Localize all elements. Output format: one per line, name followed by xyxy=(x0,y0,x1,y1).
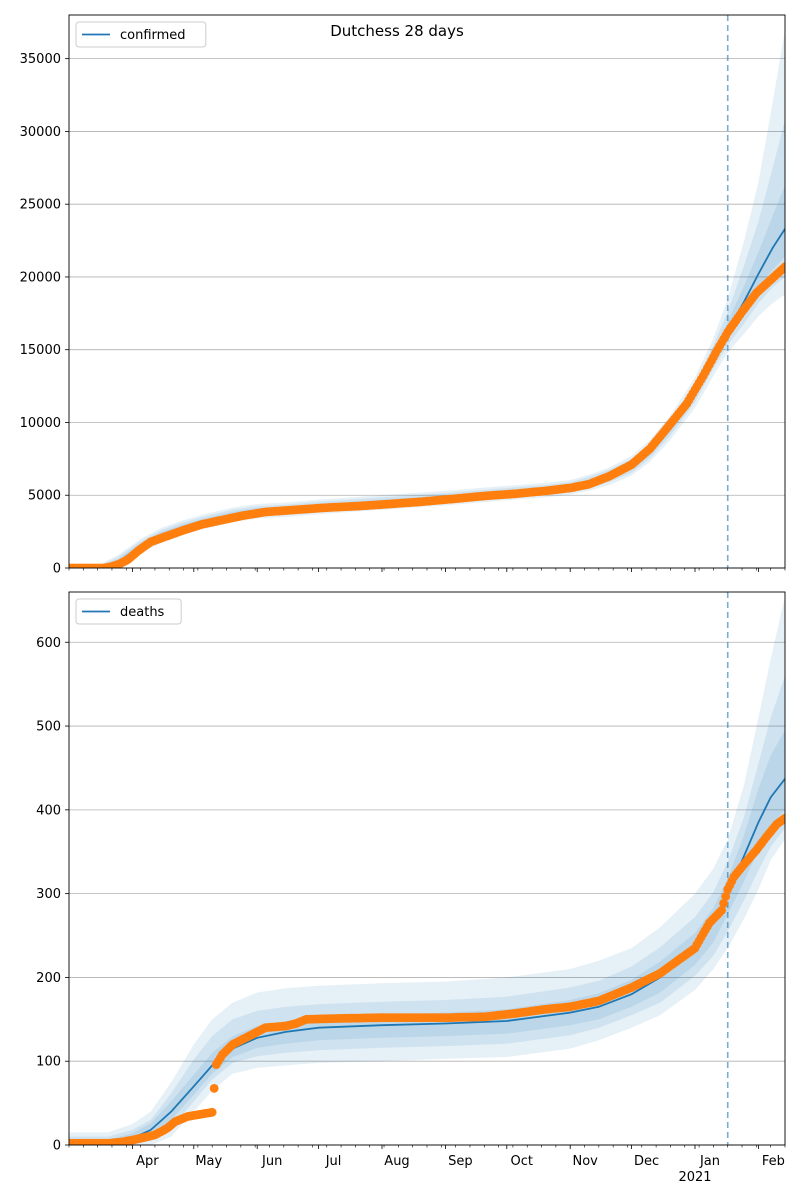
legend-box xyxy=(75,598,182,625)
legend-box xyxy=(75,21,207,48)
x-tick-label: Nov xyxy=(573,1154,599,1169)
x-tick-label: Feb xyxy=(762,1154,785,1169)
y-tick-label: 30000 xyxy=(20,125,61,140)
y-tick-label: 10000 xyxy=(20,416,61,431)
y-tick-label: 400 xyxy=(36,803,61,818)
x-tick-label: Oct xyxy=(511,1154,533,1169)
x-tick-label: Apr xyxy=(136,1154,159,1169)
y-tick-label: 300 xyxy=(36,887,61,902)
y-tick-label: 35000 xyxy=(20,52,61,67)
axes-frame xyxy=(68,591,786,1146)
x-tick-label: Jan xyxy=(699,1154,720,1169)
confidence-band-2 xyxy=(69,675,785,1145)
confirmed-panel: 0 5000 10000 15000 20000 25000 30000 35000 confi… xyxy=(20,14,786,577)
deaths-panel: 0 100 200 300 400 500 600 Apr May Jun Jul Aug Sep Oct… xyxy=(36,591,786,1185)
axes-frame xyxy=(68,14,786,569)
legend: confirmed xyxy=(75,21,207,48)
x-tick-label: Jun xyxy=(261,1154,282,1169)
x-tick-label: Sep xyxy=(448,1154,473,1169)
plot-area xyxy=(69,15,785,568)
observed-point xyxy=(780,262,785,272)
y-tick-label: 15000 xyxy=(20,343,61,358)
observed-point xyxy=(780,813,785,823)
plot-area xyxy=(69,592,785,1145)
observed-point xyxy=(719,899,728,908)
observed-point xyxy=(209,1084,219,1093)
legend-label: deaths xyxy=(120,605,165,620)
y-tick-label: 600 xyxy=(36,636,61,651)
x-tick-label: Jul xyxy=(325,1154,342,1169)
y-tick-label: 20000 xyxy=(20,270,61,285)
x-tick-label: Dec xyxy=(634,1154,659,1169)
observed-point xyxy=(721,892,731,901)
observed-point xyxy=(717,906,726,915)
y-tick-label: 25000 xyxy=(20,198,61,213)
y-tick-label: 100 xyxy=(36,1055,61,1070)
model-line xyxy=(69,228,785,568)
x-tick-label: Aug xyxy=(384,1154,409,1169)
confidence-band-1 xyxy=(69,29,785,568)
legend-label: confirmed xyxy=(120,28,186,43)
figure-title: Dutchess 28 days xyxy=(330,22,464,40)
x-year-label: 2021 xyxy=(678,1170,711,1185)
y-tick-label: 0 xyxy=(53,562,61,577)
x-tick-label: May xyxy=(195,1154,222,1169)
y-tick-label: 0 xyxy=(53,1139,61,1154)
y-tick-label: 500 xyxy=(36,720,61,735)
confidence-band-3 xyxy=(69,185,785,568)
observed-point xyxy=(207,1107,217,1117)
y-tick-label: 5000 xyxy=(28,489,61,504)
y-tick-label: 200 xyxy=(36,971,61,986)
confidence-band-1 xyxy=(69,596,785,1145)
legend: deaths xyxy=(75,598,182,625)
